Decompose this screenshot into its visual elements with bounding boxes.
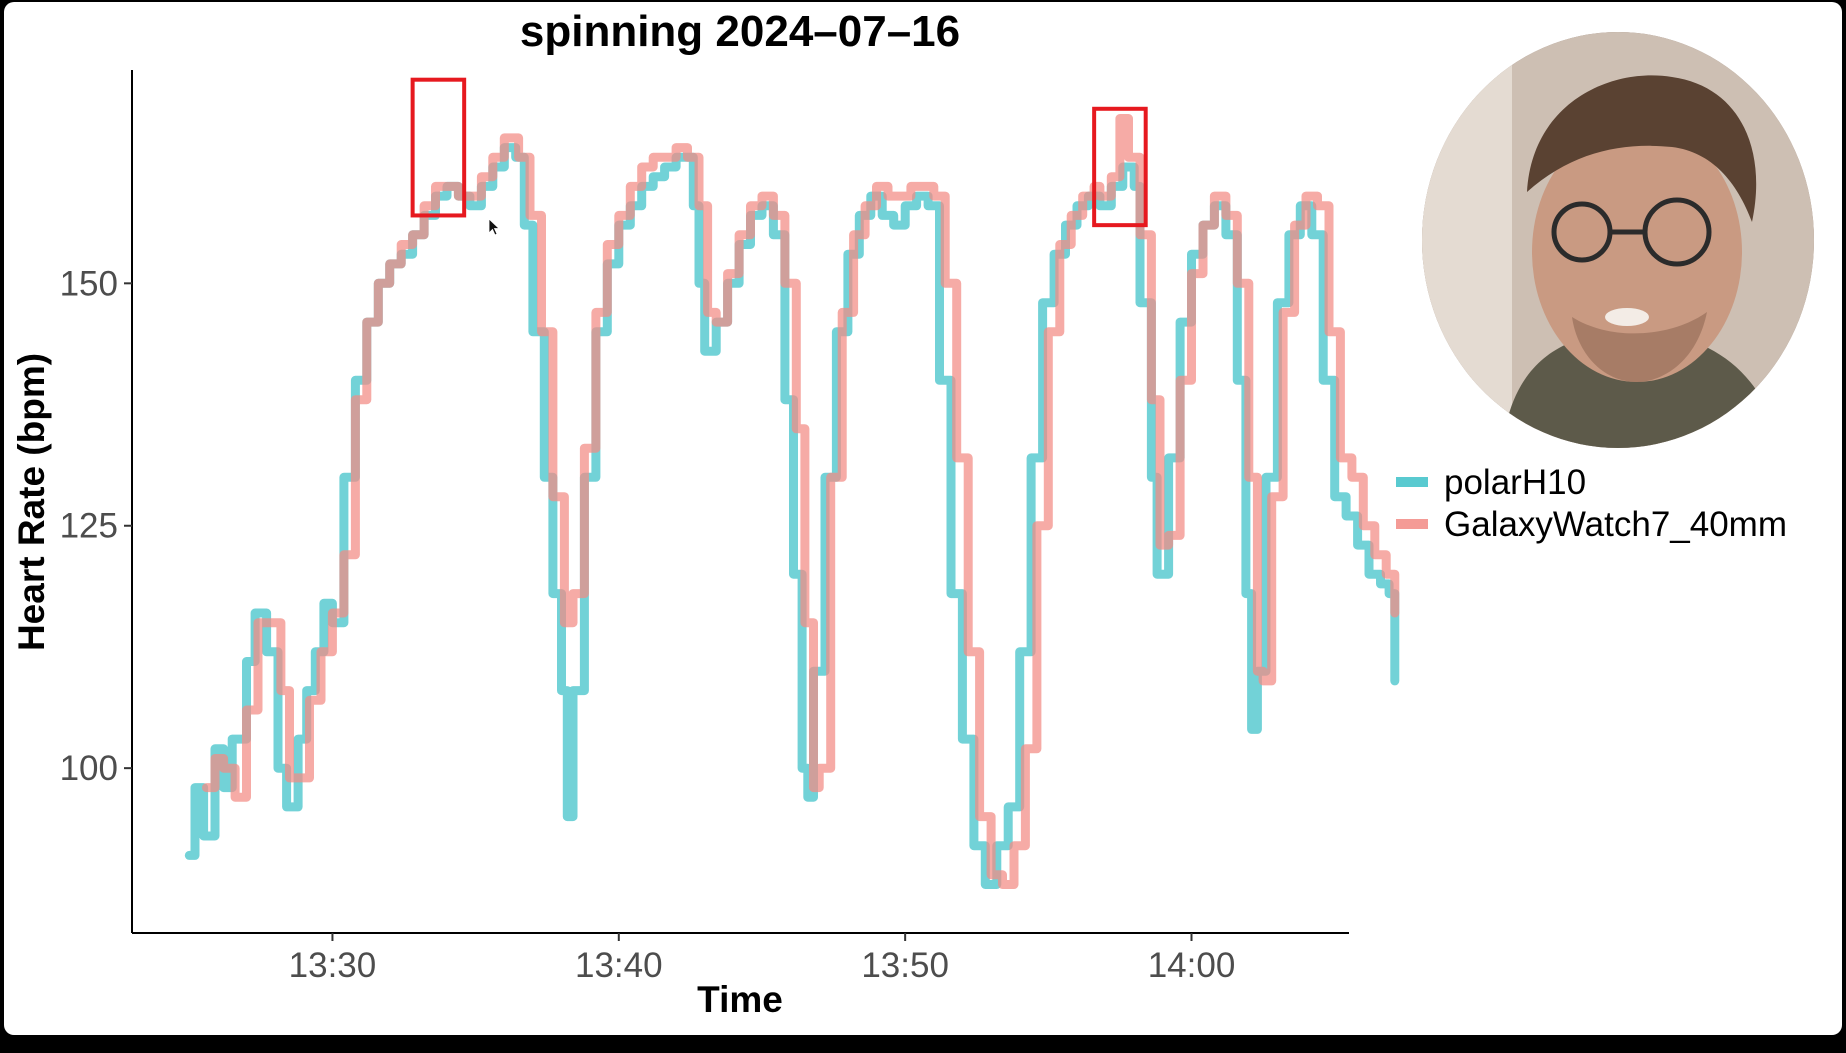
y-axis-title: Heart Rate (bpm) <box>11 353 52 651</box>
presenter-avatar-icon <box>1422 32 1814 448</box>
y-tick-label: 150 <box>60 264 118 303</box>
legend-label-GalaxyWatch7_40mm: GalaxyWatch7_40mm <box>1444 505 1787 544</box>
x-axis-title: Time <box>697 979 783 1020</box>
x-tick-label: 13:50 <box>861 946 949 985</box>
chart-title: spinning 2024–07–16 <box>520 7 960 56</box>
y-ticks: 100 125 150 <box>60 264 132 788</box>
highlight-box-2 <box>1092 106 1148 228</box>
series-layer <box>184 114 1400 889</box>
x-ticks: 13:30 13:40 13:50 14:00 <box>289 933 1236 985</box>
legend-label-polarH10: polarH10 <box>1444 463 1586 502</box>
x-tick-label: 13:40 <box>575 946 663 985</box>
mouse-cursor-icon <box>488 218 500 236</box>
heart-rate-chart: spinning 2024–07–16 100 125 150 13:30 13:40… <box>11 7 1787 1020</box>
presenter-webcam <box>1422 32 1814 448</box>
video-frame: spinning 2024–07–16 100 125 150 13:30 13:40… <box>4 2 1842 1035</box>
y-tick-label: 125 <box>60 507 118 546</box>
x-tick-label: 13:30 <box>289 946 377 985</box>
x-tick-label: 14:00 <box>1148 946 1236 985</box>
highlight-box-1 <box>410 77 467 218</box>
series-line-GalaxyWatch7_40mm <box>202 114 1400 889</box>
annotation-layer <box>410 77 1148 228</box>
series-line-polarH10 <box>184 143 1400 889</box>
y-tick-label: 100 <box>60 749 118 788</box>
